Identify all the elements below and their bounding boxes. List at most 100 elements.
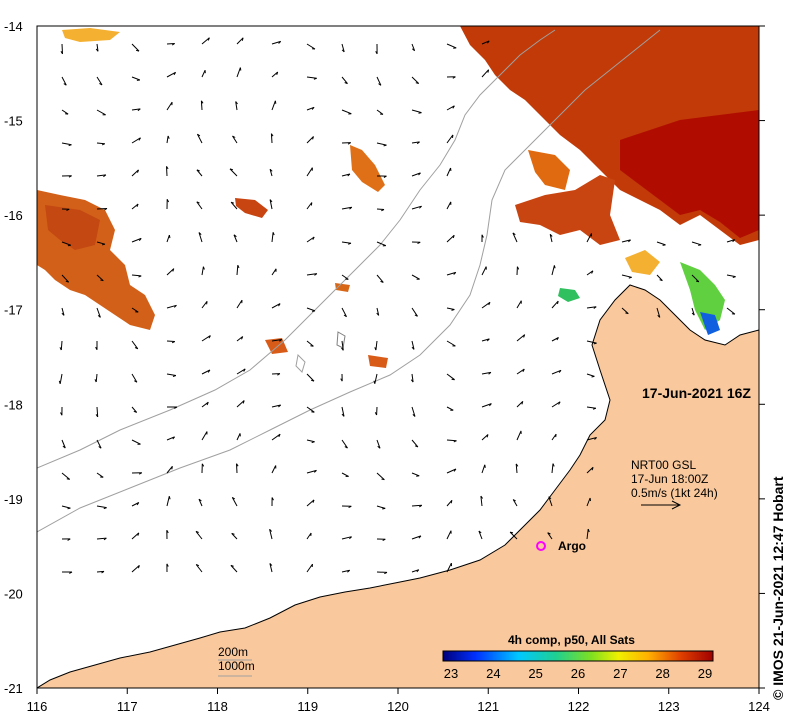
- current-arrowhead: [521, 401, 524, 405]
- current-arrow: [516, 368, 525, 375]
- current-arrowhead: [591, 467, 594, 471]
- current-arrowhead: [207, 369, 211, 373]
- current-arrowhead: [269, 168, 273, 172]
- sst-patch-small-3: [368, 355, 388, 368]
- current-arrowhead: [373, 380, 376, 384]
- current-arrowhead: [65, 280, 69, 283]
- current-arrow: [198, 498, 203, 507]
- current-arrow: [201, 266, 204, 276]
- depth-legend-1000m: 1000m: [218, 659, 255, 673]
- current-arrow: [481, 301, 491, 309]
- current-arrowhead: [279, 339, 283, 342]
- current-arrow: [446, 562, 452, 573]
- current-arrowhead: [417, 241, 421, 245]
- current-arrowhead: [377, 445, 381, 449]
- current-arrow: [481, 464, 486, 474]
- current-arrow: [232, 135, 238, 144]
- current-arrowhead: [137, 108, 141, 112]
- current-arrowhead: [68, 144, 72, 147]
- current-arrowhead: [515, 463, 519, 467]
- current-arrow: [341, 536, 352, 540]
- lon-tick-label: 121: [477, 699, 499, 714]
- current-arrowhead: [340, 378, 343, 382]
- current-arrow: [200, 100, 203, 111]
- current-arrowhead: [419, 205, 422, 209]
- current-arrow: [341, 206, 352, 210]
- current-arrowhead: [171, 43, 175, 46]
- current-arrowhead: [136, 203, 139, 207]
- current-arrow: [549, 234, 553, 243]
- current-arrowhead: [174, 406, 178, 409]
- colorbar-tick-label: 27: [613, 666, 627, 681]
- colorbar: [442, 650, 714, 662]
- current-arrowhead: [101, 243, 106, 246]
- current-arrow: [341, 109, 352, 115]
- current-arrowhead: [94, 379, 97, 383]
- colorbar-tick-label: 28: [655, 666, 669, 681]
- current-arrowhead: [97, 315, 101, 318]
- current-arrow: [376, 505, 386, 509]
- current-arrow: [61, 43, 63, 54]
- colorbar-tick-label: 25: [528, 666, 542, 681]
- lon-tick-label: 123: [658, 699, 680, 714]
- current-arrowhead: [593, 306, 597, 309]
- current-arrowhead: [241, 37, 244, 41]
- current-arrow: [131, 43, 140, 52]
- current-arrowhead: [137, 565, 140, 569]
- current-arrowhead: [61, 312, 65, 316]
- colorbar-ticks: 23 24 25 26 27 28 29: [444, 666, 712, 681]
- current-arrow: [166, 101, 173, 111]
- current-arrow: [195, 564, 203, 573]
- current-arrow: [166, 465, 173, 474]
- current-arrowhead: [233, 234, 237, 238]
- current-arrow: [446, 373, 455, 381]
- current-arrow: [446, 406, 454, 411]
- current-arrow: [656, 241, 666, 246]
- current-arrow: [411, 76, 420, 84]
- current-arrow: [411, 141, 420, 144]
- current-arrowhead: [341, 49, 345, 53]
- current-arrowhead: [486, 434, 489, 438]
- lon-tick-label: 124: [748, 699, 770, 714]
- current-arrowhead: [592, 407, 597, 410]
- lon-tick-label: 118: [207, 699, 228, 714]
- current-arrow: [341, 307, 347, 317]
- current-arrowhead: [732, 276, 736, 278]
- current-arrow: [551, 463, 554, 474]
- current-arrow: [96, 43, 99, 52]
- current-arrowhead: [241, 336, 244, 340]
- current-arrow: [271, 232, 274, 243]
- current-arrow: [726, 307, 736, 315]
- current-arrow: [271, 40, 281, 45]
- current-arrow: [481, 403, 492, 408]
- current-arrowhead: [138, 472, 143, 475]
- current-arrowhead: [347, 173, 351, 177]
- current-arrowhead: [347, 569, 351, 573]
- current-arrow: [166, 43, 175, 45]
- current-arrowhead: [272, 232, 275, 236]
- current-arrow: [551, 369, 562, 375]
- current-arrowhead: [410, 379, 414, 383]
- current-arrowhead: [67, 507, 71, 510]
- current-arrowhead: [311, 441, 315, 444]
- current-arrowhead: [384, 571, 388, 575]
- current-arrowhead: [628, 239, 631, 243]
- current-arrow: [269, 169, 273, 177]
- current-arrowhead: [66, 478, 70, 480]
- current-arrowhead: [198, 498, 202, 502]
- current-arrowhead: [314, 273, 318, 276]
- current-arrowhead: [269, 199, 273, 203]
- current-arrow: [411, 43, 416, 51]
- current-arrow: [586, 270, 594, 276]
- current-arrowhead: [382, 507, 386, 510]
- current-arrowhead: [453, 468, 457, 472]
- current-arrow: [271, 465, 277, 474]
- current-arrowhead: [312, 136, 314, 140]
- current-arrow: [195, 531, 203, 540]
- current-legend-line3: 0.5m/s (1kt 24h): [631, 486, 718, 500]
- current-arrowhead: [270, 133, 274, 137]
- current-arrowhead: [695, 280, 700, 283]
- current-arrowhead: [138, 238, 142, 242]
- current-arrow: [446, 468, 457, 474]
